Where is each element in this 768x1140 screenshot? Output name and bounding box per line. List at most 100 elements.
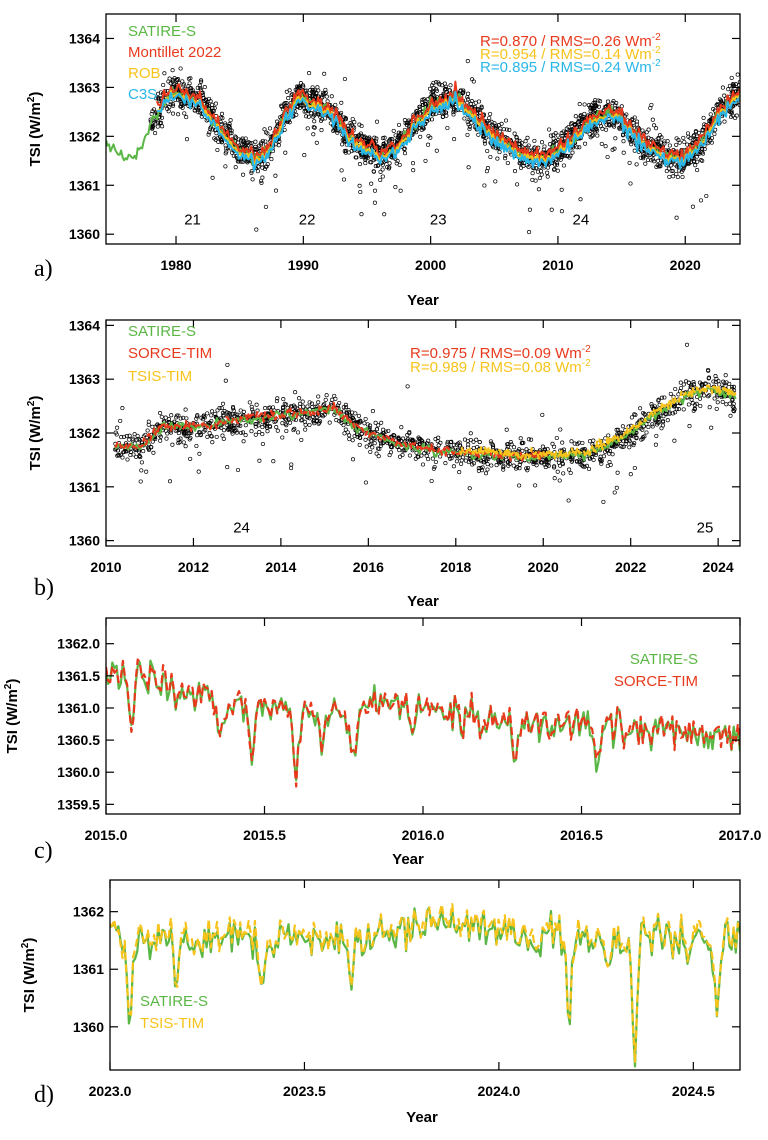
b-observation-point bbox=[303, 427, 308, 432]
a-observation-point bbox=[485, 166, 490, 171]
a-observation-point bbox=[586, 103, 591, 108]
b-observation-point bbox=[518, 460, 523, 465]
b-observation-point bbox=[314, 419, 319, 424]
a-observation-point bbox=[518, 165, 524, 170]
b-observation-point bbox=[653, 442, 658, 447]
a-observation-point bbox=[467, 126, 472, 132]
a-observation-point bbox=[259, 142, 264, 147]
a-observation-point bbox=[210, 102, 215, 107]
b-observation-point bbox=[524, 447, 529, 452]
a-observation-point bbox=[674, 164, 679, 169]
a-cycle-label: 22 bbox=[299, 211, 316, 228]
a-observation-point bbox=[531, 146, 536, 151]
b-observation-point bbox=[188, 456, 193, 461]
a-observation-point bbox=[298, 81, 303, 86]
b-series-tsis-tim bbox=[459, 384, 737, 461]
c-ytick-label: 1361.5 bbox=[57, 668, 100, 684]
b-observation-point bbox=[220, 433, 225, 438]
a-observation-point bbox=[440, 114, 445, 120]
a-observation-point bbox=[560, 153, 566, 158]
a-observation-point bbox=[320, 117, 325, 122]
b-observation-point bbox=[668, 391, 673, 396]
b-observation-point bbox=[422, 451, 427, 456]
panel-c-legend-sorce: SORCE-TIM bbox=[614, 673, 698, 690]
a-observation-point bbox=[402, 151, 408, 156]
panel-a-frame bbox=[105, 13, 741, 245]
b-observation-point bbox=[238, 423, 243, 428]
a-observation-point bbox=[467, 124, 473, 129]
a-observation-point bbox=[348, 121, 353, 126]
a-observation-point bbox=[568, 121, 574, 127]
a-observation-point bbox=[530, 171, 535, 176]
a-observation-point bbox=[155, 124, 160, 129]
b-observation-point bbox=[431, 466, 436, 471]
b-xtick-label: 2022 bbox=[615, 559, 646, 575]
a-observation-point bbox=[423, 158, 428, 163]
b-observation-point bbox=[525, 465, 531, 470]
a-observation-point bbox=[655, 158, 661, 163]
a-observation-point bbox=[304, 88, 309, 93]
b-observation-point bbox=[529, 437, 534, 442]
a-observation-point bbox=[701, 115, 706, 120]
b-observation-point bbox=[494, 463, 499, 468]
b-observation-point bbox=[250, 407, 255, 412]
b-observation-point bbox=[282, 401, 287, 406]
b-observation-point bbox=[591, 438, 596, 443]
a-observation-point bbox=[458, 88, 463, 93]
a-observation-point bbox=[442, 87, 447, 92]
a-observation-point bbox=[340, 142, 345, 147]
b-observation-point bbox=[662, 395, 667, 400]
b-observation-point bbox=[312, 419, 317, 424]
b-observation-point bbox=[307, 422, 312, 428]
b-observation-point bbox=[429, 478, 434, 484]
b-observation-point bbox=[183, 407, 188, 412]
a-observation-point bbox=[507, 127, 512, 132]
a-observation-point bbox=[398, 188, 403, 193]
b-observation-point bbox=[640, 427, 645, 432]
b-observation-point bbox=[580, 440, 585, 446]
b-observation-point bbox=[188, 435, 193, 440]
b-observation-point bbox=[400, 436, 406, 441]
a-observation-point bbox=[461, 88, 466, 93]
b-observation-point bbox=[151, 450, 156, 455]
a-cycle-label: 23 bbox=[430, 211, 447, 228]
a-observation-point bbox=[555, 162, 560, 167]
b-observation-point bbox=[164, 436, 169, 441]
a-observation-point bbox=[220, 116, 225, 121]
b-observation-point bbox=[612, 490, 617, 495]
b-observation-point bbox=[474, 437, 479, 442]
a-observation-point bbox=[600, 126, 605, 131]
panel-b-legend-satire: SATIRE-S bbox=[128, 323, 196, 340]
b-observation-point bbox=[436, 435, 441, 440]
a-observation-point bbox=[646, 127, 651, 132]
a-observation-point bbox=[488, 154, 493, 160]
b-observation-point bbox=[552, 476, 557, 481]
b-observation-point bbox=[642, 412, 647, 417]
a-observation-point bbox=[318, 114, 323, 119]
a-observation-point bbox=[255, 169, 260, 174]
b-observation-point bbox=[167, 479, 173, 484]
a-xtick-label: 1990 bbox=[288, 257, 319, 273]
a-observation-point bbox=[598, 99, 603, 104]
a-observation-point bbox=[452, 137, 457, 142]
b-observation-point bbox=[300, 399, 305, 404]
a-observation-point bbox=[621, 150, 626, 155]
a-observation-point bbox=[349, 149, 354, 154]
a-observation-point bbox=[390, 137, 395, 142]
b-observation-point bbox=[114, 432, 119, 437]
d-series-satire-s bbox=[110, 906, 740, 1068]
a-observation-point bbox=[576, 116, 581, 121]
a-observation-point bbox=[632, 148, 637, 153]
b-observation-point bbox=[484, 457, 489, 462]
b-observation-point bbox=[254, 422, 259, 427]
a-observation-point bbox=[372, 188, 378, 193]
b-observation-point bbox=[579, 459, 584, 464]
b-observation-point bbox=[466, 460, 471, 465]
b-observation-point bbox=[639, 417, 644, 422]
a-observation-point bbox=[646, 153, 651, 158]
b-observation-point bbox=[205, 434, 210, 439]
panel-b-ylabel: TSI (W/m2) bbox=[26, 396, 44, 471]
b-observation-point bbox=[485, 467, 490, 472]
a-observation-point bbox=[650, 117, 655, 122]
b-xtick-label: 2018 bbox=[440, 559, 471, 575]
